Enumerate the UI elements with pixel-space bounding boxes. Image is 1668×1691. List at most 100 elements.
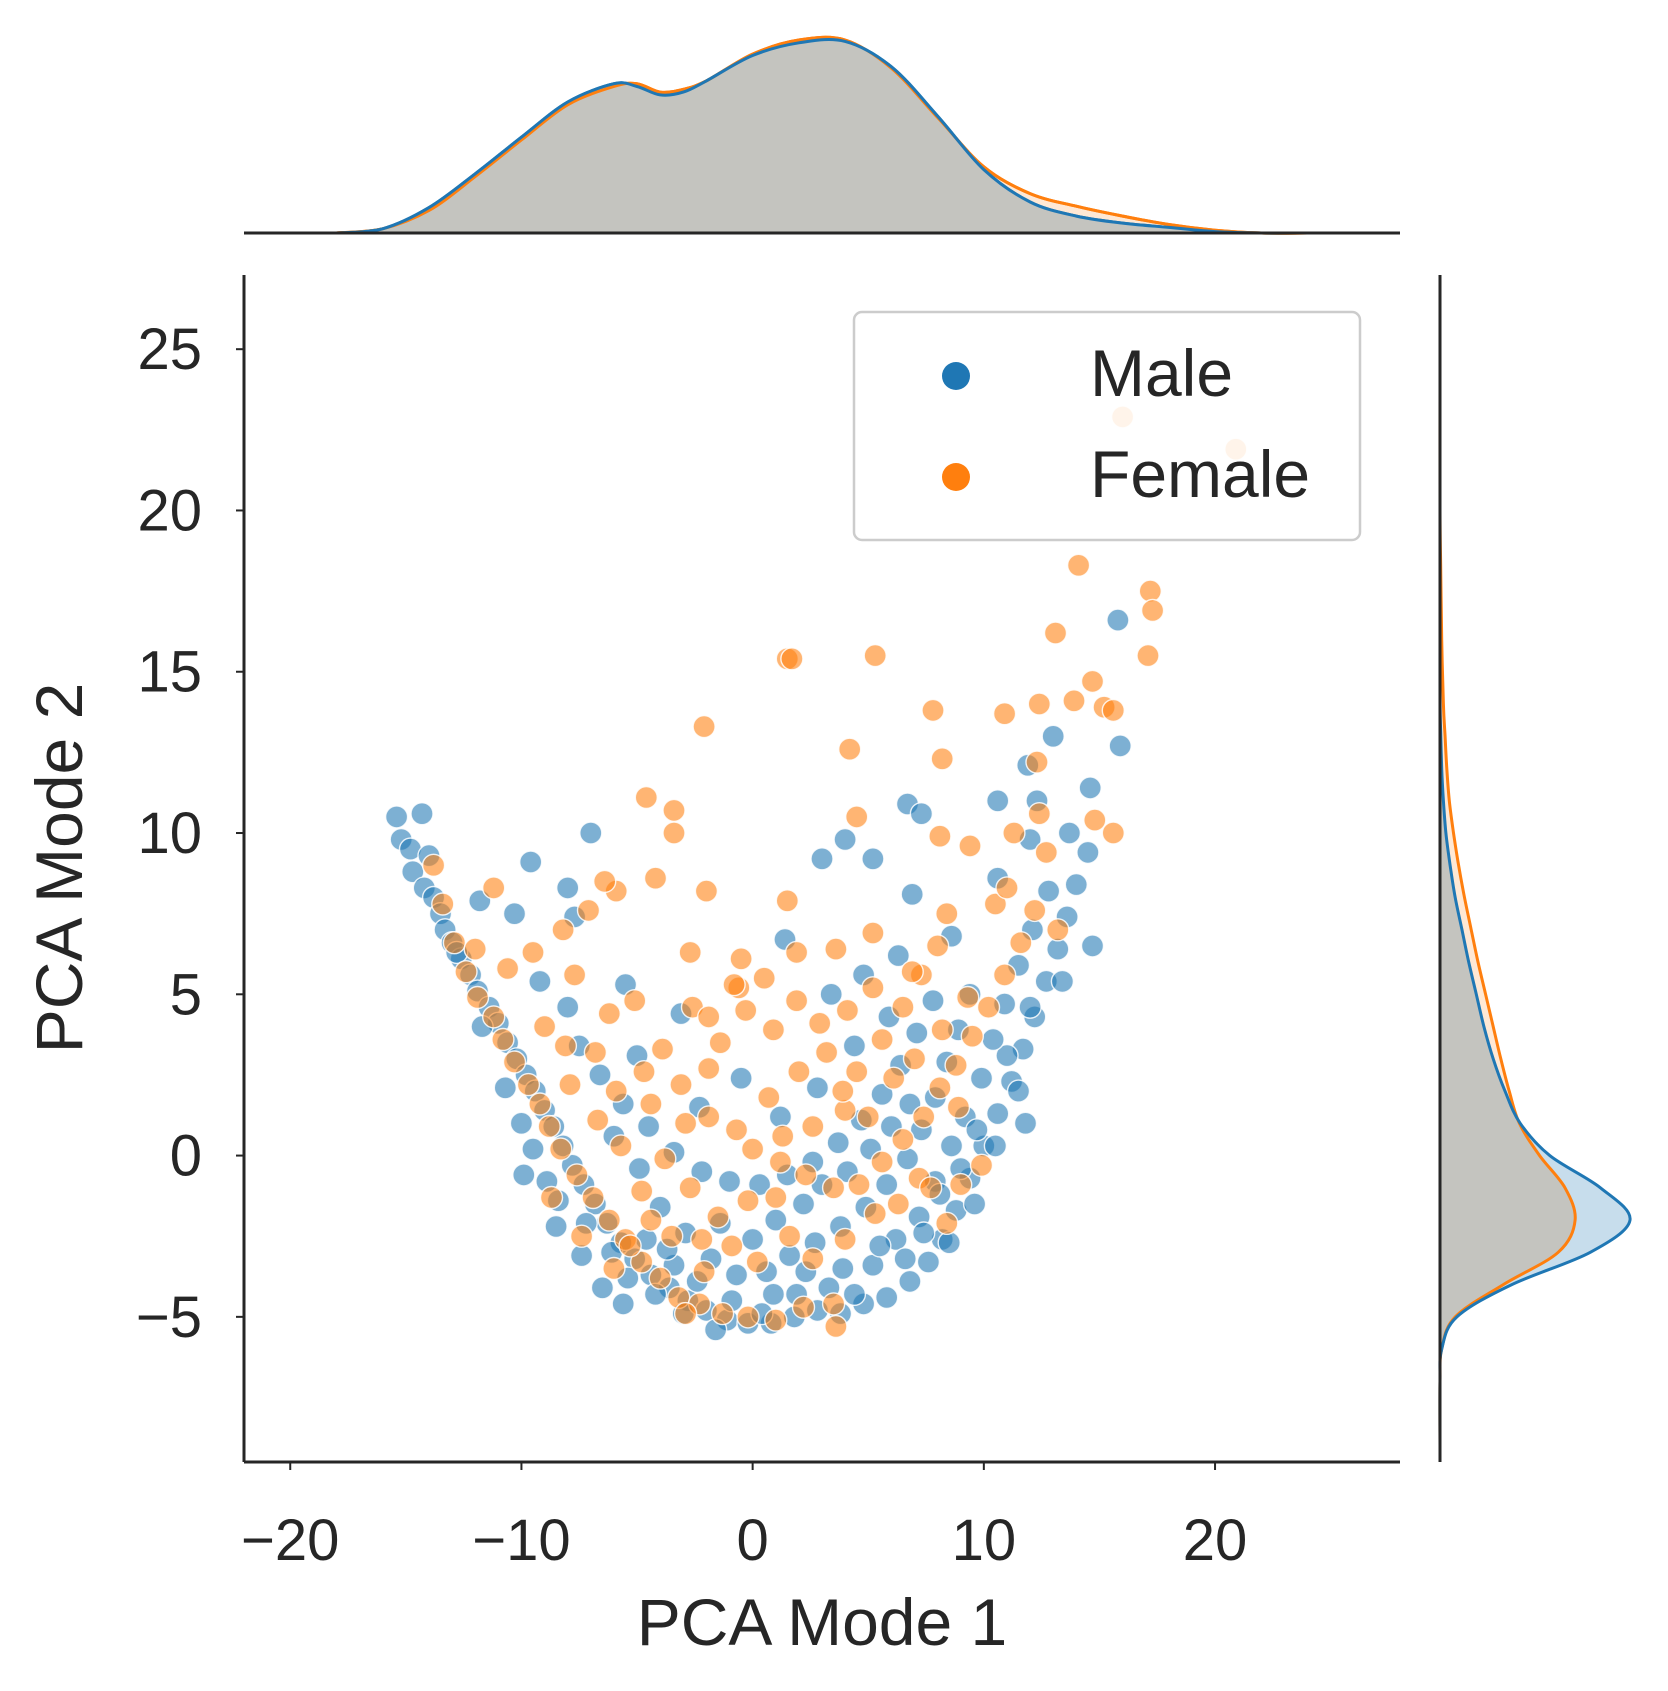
scatter-point-female — [925, 934, 950, 958]
scatter-point-female — [736, 1188, 760, 1213]
scatter-point-female — [912, 1105, 936, 1129]
scatter-point-female — [764, 1308, 788, 1332]
scatter-point-male — [1013, 1111, 1038, 1136]
scatter-point-female — [1027, 802, 1052, 826]
scatter-point-female — [787, 1059, 811, 1084]
y-tick-label: 10 — [137, 801, 202, 866]
y-tick-label: 0 — [170, 1124, 202, 1189]
scatter-point-female — [706, 1205, 730, 1229]
scatter-point-female — [551, 918, 575, 942]
scatter-point-male — [509, 1111, 534, 1136]
scatter-point-female — [653, 1147, 677, 1171]
y-tick-label: 20 — [137, 478, 202, 543]
scatter-point-female — [720, 1234, 744, 1258]
scatter-point-female — [992, 702, 1017, 726]
scatter-point-female — [928, 824, 952, 848]
scatter-point-female — [734, 998, 758, 1023]
x-tick-label: 10 — [952, 1508, 1017, 1573]
scatter-point-female — [845, 805, 869, 829]
scatter-point-female — [845, 1059, 869, 1084]
scatter-point-female — [919, 1176, 943, 1200]
scatter-point-female — [634, 785, 658, 810]
scatter-point-female — [581, 1185, 605, 1210]
scatter-point-male — [842, 1282, 867, 1307]
scatter-point-female — [983, 892, 1008, 916]
scatter-point-female — [421, 853, 446, 877]
scatter-point-male — [875, 1285, 899, 1310]
scatter-point-female — [565, 1163, 589, 1187]
scatter-point-female — [593, 869, 617, 894]
x-tick-label: 20 — [1183, 1508, 1248, 1573]
scatter-point-female — [528, 1092, 552, 1116]
scatter-point-female — [697, 1056, 721, 1081]
axes-spines — [242, 231, 1442, 1464]
scatter-point-female — [673, 1111, 698, 1136]
scatter-point-male — [588, 1063, 612, 1087]
scatter-point-male — [590, 1276, 615, 1300]
scatter-point-female — [935, 902, 959, 926]
scatter-point-female — [870, 1150, 894, 1174]
scatter-point-male — [886, 943, 910, 968]
scatter-point-female — [764, 1185, 788, 1210]
x-kde-outline-male — [336, 37, 1308, 235]
scatter-point-female — [833, 1227, 857, 1252]
x-tick-label: −20 — [241, 1508, 339, 1573]
x-tick-labels: −20 −10 0 10 20 — [241, 1462, 1247, 1573]
scatter-point-female — [669, 1072, 693, 1097]
scatter-point-female — [708, 1030, 732, 1055]
scatter-point-female — [678, 940, 702, 965]
scatter-point-female — [824, 1314, 848, 1339]
scatter-point-male — [717, 1169, 742, 1194]
y-tick-label: 15 — [137, 640, 202, 705]
scatter-point-female — [660, 1224, 684, 1248]
scatter-point-male — [1006, 1079, 1031, 1103]
scatter-point-female — [724, 1118, 749, 1142]
scatter-point-male — [493, 1076, 517, 1100]
scatter-point-female — [1022, 898, 1047, 923]
scatter-point-female — [502, 1050, 527, 1074]
scatter-point-female — [576, 898, 601, 923]
scatter-point-male — [690, 1159, 714, 1184]
scatter-point-female — [1101, 698, 1126, 723]
scatter-point-female — [958, 834, 982, 858]
scatter-point-female — [891, 1127, 915, 1152]
scatter-point-male — [831, 1256, 855, 1281]
scatter-point-female — [692, 714, 716, 739]
scatter-point-female — [602, 1256, 626, 1281]
scatter-point-female — [639, 1208, 663, 1232]
x-marginal-kde — [336, 35, 1308, 235]
scatter-point-male — [777, 1243, 802, 1268]
scatter-point-male — [868, 1234, 892, 1258]
scatter-point-female — [630, 1250, 654, 1274]
scatter-point-male — [916, 1250, 941, 1274]
x-tick-label: −10 — [472, 1508, 570, 1573]
scatter-points — [384, 405, 1248, 1342]
scatter-point-female — [586, 1108, 610, 1132]
scatter-point-male — [895, 1147, 920, 1171]
scatter-point-female — [900, 960, 924, 984]
scatter-point-female — [1046, 918, 1070, 942]
scatter-point-female — [662, 798, 686, 823]
scatter-point-male — [861, 847, 885, 871]
y-tick-labels: −5 0 5 10 15 20 25 — [136, 317, 244, 1350]
scatter-point-female — [745, 1250, 769, 1274]
scatter-point-female — [814, 1040, 839, 1065]
y-tick-label: 5 — [170, 962, 202, 1027]
x-kde-overlap — [336, 39, 1308, 234]
scatter-point-female — [1138, 579, 1163, 603]
scatter-point-male — [1057, 821, 1082, 845]
scatter-point-male — [805, 1076, 830, 1100]
y-kde-overlap — [1439, 284, 1576, 1446]
legend: Male Female — [852, 310, 1362, 542]
scatter-point-male — [912, 1221, 936, 1245]
scatter-point-male — [962, 1192, 987, 1216]
scatter-point-female — [532, 1014, 557, 1039]
scatter-point-female — [1083, 808, 1107, 832]
scatter-point-male — [986, 789, 1010, 813]
scatter-point-female — [969, 1153, 994, 1178]
x-kde-outline-female — [336, 35, 1308, 235]
scatter-point-female — [697, 1005, 721, 1029]
scatter-point-female — [921, 698, 945, 723]
scatter-point-male — [905, 1021, 929, 1045]
scatter-point-female — [482, 876, 506, 900]
